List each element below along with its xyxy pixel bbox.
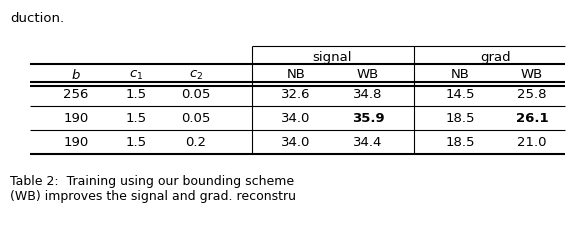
Text: 14.5: 14.5 <box>445 88 475 101</box>
Text: grad: grad <box>481 50 511 63</box>
Text: (WB) improves the signal and grad. reconstru: (WB) improves the signal and grad. recon… <box>10 189 296 202</box>
Text: 26.1: 26.1 <box>516 112 548 125</box>
Text: $\mathit{c}_1$: $\mathit{c}_1$ <box>129 68 143 81</box>
Text: 0.05: 0.05 <box>181 88 211 101</box>
Text: 34.8: 34.8 <box>353 88 382 101</box>
Text: 34.0: 34.0 <box>281 136 310 149</box>
Text: 32.6: 32.6 <box>281 88 310 101</box>
Text: Table 2:  Training using our bounding scheme: Table 2: Training using our bounding sch… <box>10 174 294 187</box>
Text: duction.: duction. <box>10 12 64 25</box>
Text: WB: WB <box>521 68 543 81</box>
Text: 35.9: 35.9 <box>352 112 384 125</box>
Text: 1.5: 1.5 <box>126 112 146 125</box>
Text: $\mathit{c}_2$: $\mathit{c}_2$ <box>189 68 203 81</box>
Text: WB: WB <box>357 68 379 81</box>
Text: 0.2: 0.2 <box>185 136 207 149</box>
Text: 34.0: 34.0 <box>281 112 310 125</box>
Text: 25.8: 25.8 <box>517 88 547 101</box>
Text: 190: 190 <box>63 136 89 149</box>
Text: $\mathit{b}$: $\mathit{b}$ <box>71 68 81 82</box>
Text: NB: NB <box>287 68 305 81</box>
Text: signal: signal <box>312 50 352 63</box>
Text: 190: 190 <box>63 112 89 125</box>
Text: 34.4: 34.4 <box>353 136 382 149</box>
Text: 1.5: 1.5 <box>126 136 146 149</box>
Text: 18.5: 18.5 <box>445 112 475 125</box>
Text: NB: NB <box>450 68 469 81</box>
Text: 18.5: 18.5 <box>445 136 475 149</box>
Text: 0.05: 0.05 <box>181 112 211 125</box>
Text: 1.5: 1.5 <box>126 88 146 101</box>
Text: 21.0: 21.0 <box>517 136 547 149</box>
Text: 256: 256 <box>63 88 89 101</box>
